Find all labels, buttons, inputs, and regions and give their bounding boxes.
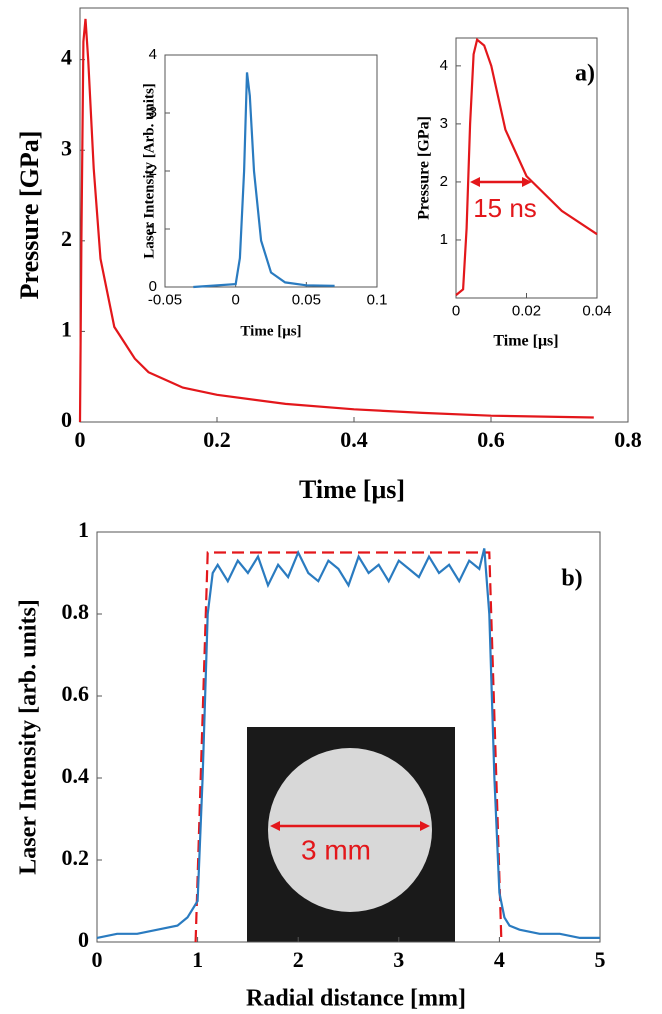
y-tick-label: 3 [149,104,157,121]
data-line [193,72,335,289]
beam-spot [268,748,432,912]
y-axis-label: Laser Intensity [arb. units] [16,599,42,875]
data-line [455,37,598,296]
x-tick-label: -0.05 [148,291,182,308]
y-tick-label: 1 [440,231,448,248]
y-tick-label: 3 [61,135,72,160]
x-axis-label: Time [μs] [240,323,301,339]
y-tick-label: 1 [61,316,72,341]
y-tick-label: 2 [149,162,157,179]
x-tick-label: 4 [494,947,505,972]
y-tick-label: 0 [149,278,157,295]
x-tick-label: 0.1 [367,291,388,308]
x-axis-label: Radial distance [mm] [246,986,466,1012]
y-tick-label: 1 [78,517,89,542]
x-axis-label: Time [μs] [493,333,558,350]
x-tick-label: 0.2 [203,427,231,452]
y-tick-label: 0.4 [62,763,90,788]
x-tick-label: 0 [75,427,86,452]
y-tick-label: 3 [440,115,448,132]
y-tick-label: 2 [61,226,72,251]
annotation: a) [575,61,595,87]
x-tick-label: 1 [192,947,203,972]
annotation: b) [561,566,582,592]
plot-frame [164,54,378,288]
data-line [96,548,600,939]
x-axis-label: Time [μs] [299,475,405,504]
y-tick-label: 4 [61,45,72,70]
x-tick-label: 0 [92,947,103,972]
y-tick-label: 2 [440,173,448,190]
y-axis-label: Laser Intensity [Arb. units] [141,83,157,259]
y-axis-label: Pressure [GPa] [416,116,433,220]
x-tick-label: 2 [293,947,304,972]
y-tick-label: 0 [61,407,72,432]
x-tick-label: 0.04 [582,302,611,319]
x-tick-label: 0.6 [477,427,505,452]
x-tick-label: 0.8 [614,427,642,452]
beam-image [247,727,455,942]
inset-label: 3 mm [301,834,371,865]
data-line [194,551,503,943]
y-tick-label: 4 [149,46,157,63]
y-tick-label: 0.2 [62,845,90,870]
x-tick-label: 3 [393,947,404,972]
y-axis-label: Pressure [GPa] [15,131,44,300]
x-tick-label: 0 [231,291,239,308]
y-tick-label: 0 [78,927,89,952]
x-tick-label: 5 [595,947,606,972]
x-tick-label: 0.05 [292,291,321,308]
y-tick-label: 0.6 [62,681,90,706]
y-tick-label: 0.8 [62,599,90,624]
x-tick-label: 0.02 [512,302,541,319]
x-tick-label: 0 [452,302,460,319]
annotation: 15 ns [473,193,537,223]
data-line [78,18,594,423]
x-tick-label: 0.4 [340,427,368,452]
y-tick-label: 1 [149,220,157,237]
plot-frame [96,531,601,943]
plot-frame [79,7,629,423]
y-tick-label: 4 [440,57,448,74]
